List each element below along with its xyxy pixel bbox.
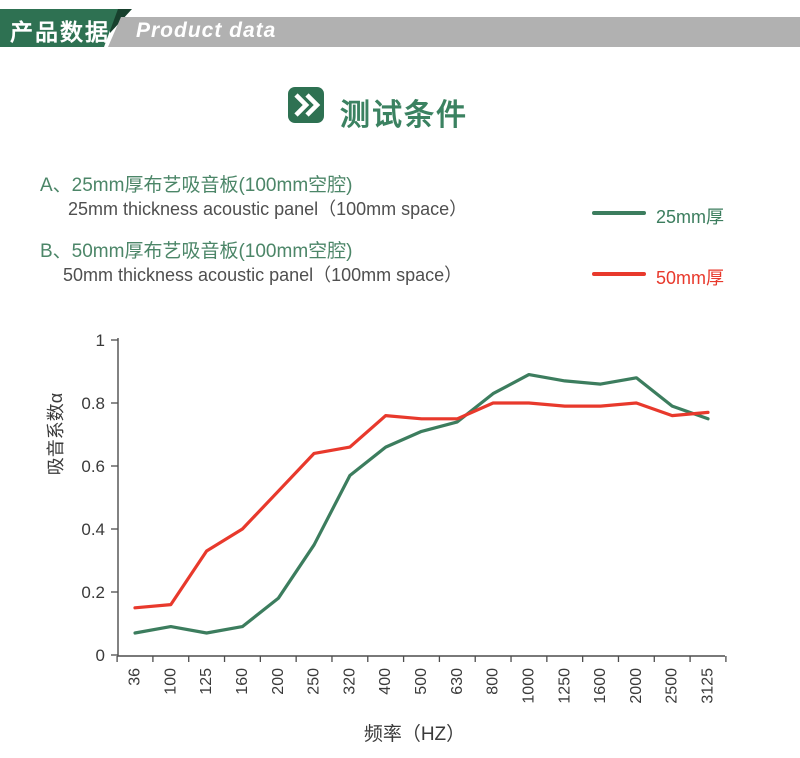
y-tick-label: 0.4 xyxy=(81,520,105,539)
y-tick-label: 1 xyxy=(96,331,105,350)
x-tick-label: 160 xyxy=(234,668,251,695)
legend-label-25mm: 25mm厚 xyxy=(656,207,725,227)
header-ribbon-banner xyxy=(108,17,800,47)
y-tick-label: 0.6 xyxy=(81,457,105,476)
x-tick-label: 3125 xyxy=(700,668,717,704)
series-25mm厚 xyxy=(133,373,710,635)
axes xyxy=(117,338,725,657)
x-tick-label: 800 xyxy=(485,668,502,695)
x-tick-label: 250 xyxy=(306,668,323,695)
x-tick-label: 500 xyxy=(413,668,430,695)
series-50mm厚 xyxy=(133,401,710,610)
x-tick-label: 1600 xyxy=(592,668,609,704)
y-tick-label: 0.8 xyxy=(81,394,105,413)
legend-swatch-50mm xyxy=(592,272,646,276)
x-tick-label: 125 xyxy=(198,668,215,695)
panel-a-label-en: 25mm thickness acoustic panel（100mm spac… xyxy=(68,199,468,219)
legend-swatch-25mm xyxy=(592,211,646,215)
x-tick-label: 630 xyxy=(449,668,466,695)
x-axis-title: 频率（HZ） xyxy=(364,723,465,745)
double-chevron-icon xyxy=(288,87,324,123)
x-tick-label: 36 xyxy=(127,668,144,686)
x-tick-label: 1250 xyxy=(556,668,573,704)
header-ribbon-green-block xyxy=(0,9,118,47)
x-tick-label: 400 xyxy=(377,668,394,695)
x-tick-label: 100 xyxy=(162,668,179,695)
panel-a-label-cn: A、25mm厚布艺吸音板(100mm空腔) xyxy=(40,175,353,196)
x-tick-label: 200 xyxy=(270,668,287,695)
x-tick-label: 1000 xyxy=(520,668,537,704)
header-title-cn: 产品数据 xyxy=(10,19,110,45)
y-tick-label: 0.2 xyxy=(81,583,105,602)
x-tick-label: 2500 xyxy=(664,668,681,704)
panel-b-label-en: 50mm thickness acoustic panel（100mm spac… xyxy=(63,265,463,285)
x-tick-label: 2000 xyxy=(628,668,645,704)
panel-b-label-cn: B、50mm厚布艺吸音板(100mm空腔) xyxy=(40,241,353,262)
chevron-glyphs xyxy=(294,93,321,117)
y-axis-title: 吸音系数α xyxy=(46,393,66,475)
y-tick-label: 0 xyxy=(96,646,105,665)
legend-label-50mm: 50mm厚 xyxy=(656,268,725,288)
section-title: 测试条件 xyxy=(340,99,468,132)
header-title-en: Product data xyxy=(136,19,277,42)
x-tick-label: 320 xyxy=(341,668,358,695)
